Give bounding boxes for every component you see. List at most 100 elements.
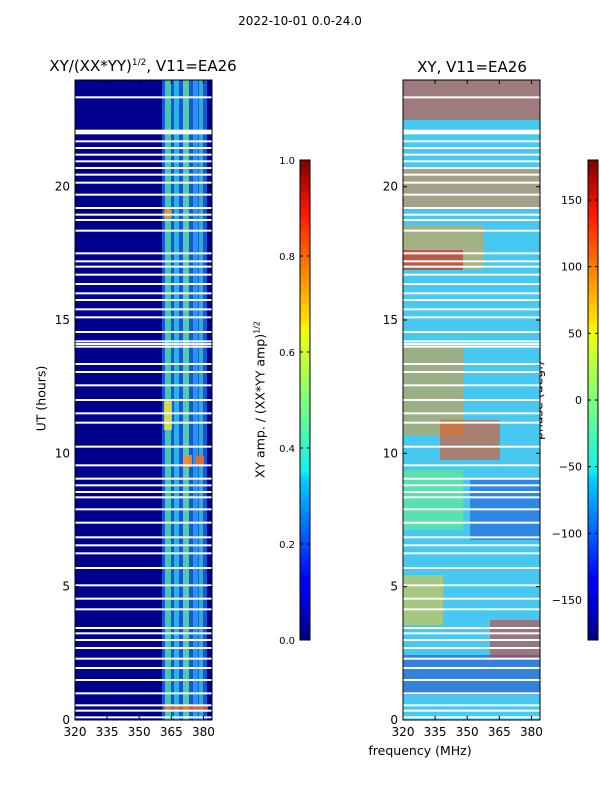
y-tick-label: 15: [55, 313, 70, 327]
flagged-row: [75, 484, 212, 487]
flagged-row: [403, 147, 540, 149]
flagged-row: [403, 371, 540, 373]
figure-suptitle: 2022-10-01 0.0-24.0: [238, 14, 362, 28]
left-heatmap-hotspot-2: [184, 455, 192, 467]
left-yticks: 0 5 10 15 20: [55, 180, 212, 727]
flagged-row: [75, 299, 212, 301]
flagged-row: [75, 173, 212, 176]
left-axes-frame: [74, 79, 213, 721]
right-heatmap: [402, 79, 541, 721]
flagged-row: [75, 252, 212, 255]
flagged-row: [75, 96, 212, 99]
x-tick-label: 350: [456, 725, 479, 739]
flagged-row: [403, 692, 540, 695]
flagged-row: [403, 657, 540, 660]
flagged-row: [75, 260, 212, 263]
flagged-row: [75, 477, 212, 480]
flagged-row: [75, 147, 212, 149]
flagged-row: [403, 679, 540, 681]
flagged-row: [75, 292, 212, 295]
flagged-row: [75, 316, 212, 319]
flagged-row: [403, 213, 540, 216]
flagged-row: [75, 445, 212, 448]
flagged-row: [75, 345, 212, 348]
right-colorbar-gradient: [588, 160, 598, 640]
flagged-row: [403, 584, 540, 587]
flagged-row: [403, 299, 540, 301]
flagged-row: [403, 399, 540, 401]
flagged-row: [403, 521, 540, 524]
x-tick-label: 335: [424, 725, 447, 739]
flagged-row: [75, 544, 212, 547]
flagged-row: [403, 421, 540, 424]
x-tick-label: 350: [128, 725, 151, 739]
flagged-row: [75, 283, 212, 285]
x-tick-label: 335: [96, 725, 119, 739]
flagged-row: [403, 496, 540, 499]
x-tick-label: 320: [392, 725, 415, 739]
flagged-row: [75, 632, 212, 635]
colorbar-tick-label: 100: [561, 261, 582, 274]
flagged-row: [75, 213, 212, 216]
colorbar-tick-label: 0.8: [279, 252, 295, 263]
flagged-row: [403, 567, 540, 569]
y-tick-label: 0: [390, 713, 398, 727]
colorbar-tick-label: 0.0: [279, 636, 295, 647]
flagged-row: [403, 273, 540, 276]
flagged-row: [403, 597, 540, 600]
flagged-row: [403, 153, 540, 156]
flagged-row: [403, 219, 540, 221]
flagged-row: [403, 632, 540, 635]
flagged-row: [403, 131, 540, 133]
x-tick-label: 380: [520, 725, 543, 739]
flagged-row: [75, 567, 212, 569]
flagged-row: [403, 363, 540, 365]
flagged-row: [75, 340, 212, 343]
flagged-row: [403, 667, 540, 669]
left-colorbar-ticks: 0.0 0.2 0.4 0.6 0.8 1.0: [279, 156, 310, 647]
flagged-row: [75, 597, 212, 600]
flagged-row: [403, 343, 540, 345]
flagged-row: [75, 129, 212, 132]
right-heatmap-region-top: [403, 80, 540, 120]
flagged-row: [403, 647, 540, 649]
left-heatmap-flags: [75, 96, 212, 719]
flagged-row: [403, 160, 540, 163]
flagged-row: [75, 608, 212, 611]
flagged-row: [75, 552, 212, 555]
flagged-row: [403, 229, 540, 232]
flagged-row: [403, 308, 540, 311]
flagged-row: [403, 345, 540, 348]
flagged-row: [403, 193, 540, 196]
flagged-row: [403, 173, 540, 176]
flagged-row: [403, 140, 540, 143]
flagged-row: [75, 229, 212, 232]
y-tick-label: 10: [55, 446, 70, 460]
flagged-row: [75, 160, 212, 163]
left-xticks: 320 335 350 365 380: [64, 80, 215, 739]
flagged-row: [75, 273, 212, 276]
flagged-row: [75, 508, 212, 511]
flagged-row: [75, 181, 212, 184]
right-colorbar: 150 100 50 0 −50 −100 −150: [552, 159, 599, 641]
flagged-row: [75, 647, 212, 649]
xlabel: frequency (MHz): [368, 743, 472, 758]
flagged-row: [75, 464, 212, 467]
flagged-row: [403, 265, 540, 268]
colorbar-tick-label: −50: [559, 461, 582, 474]
flagged-row: [75, 679, 212, 681]
flagged-row: [75, 704, 212, 707]
left-title-tail: , V11=EA26: [146, 57, 237, 75]
flagged-row: [403, 639, 540, 641]
y-tick-label: 15: [383, 313, 398, 327]
flagged-row: [75, 657, 212, 660]
flagged-row: [75, 193, 212, 196]
y-tick-label: 10: [383, 446, 398, 460]
left-heatmap-hotspot-1: [164, 400, 172, 430]
x-tick-label: 365: [160, 725, 183, 739]
right-colorbar-ticks: 150 100 50 0 −50 −100 −150: [552, 194, 598, 607]
flagged-row: [403, 331, 540, 333]
y-tick-label: 20: [55, 180, 70, 194]
left-heatmap-hotspot-5: [164, 706, 208, 712]
